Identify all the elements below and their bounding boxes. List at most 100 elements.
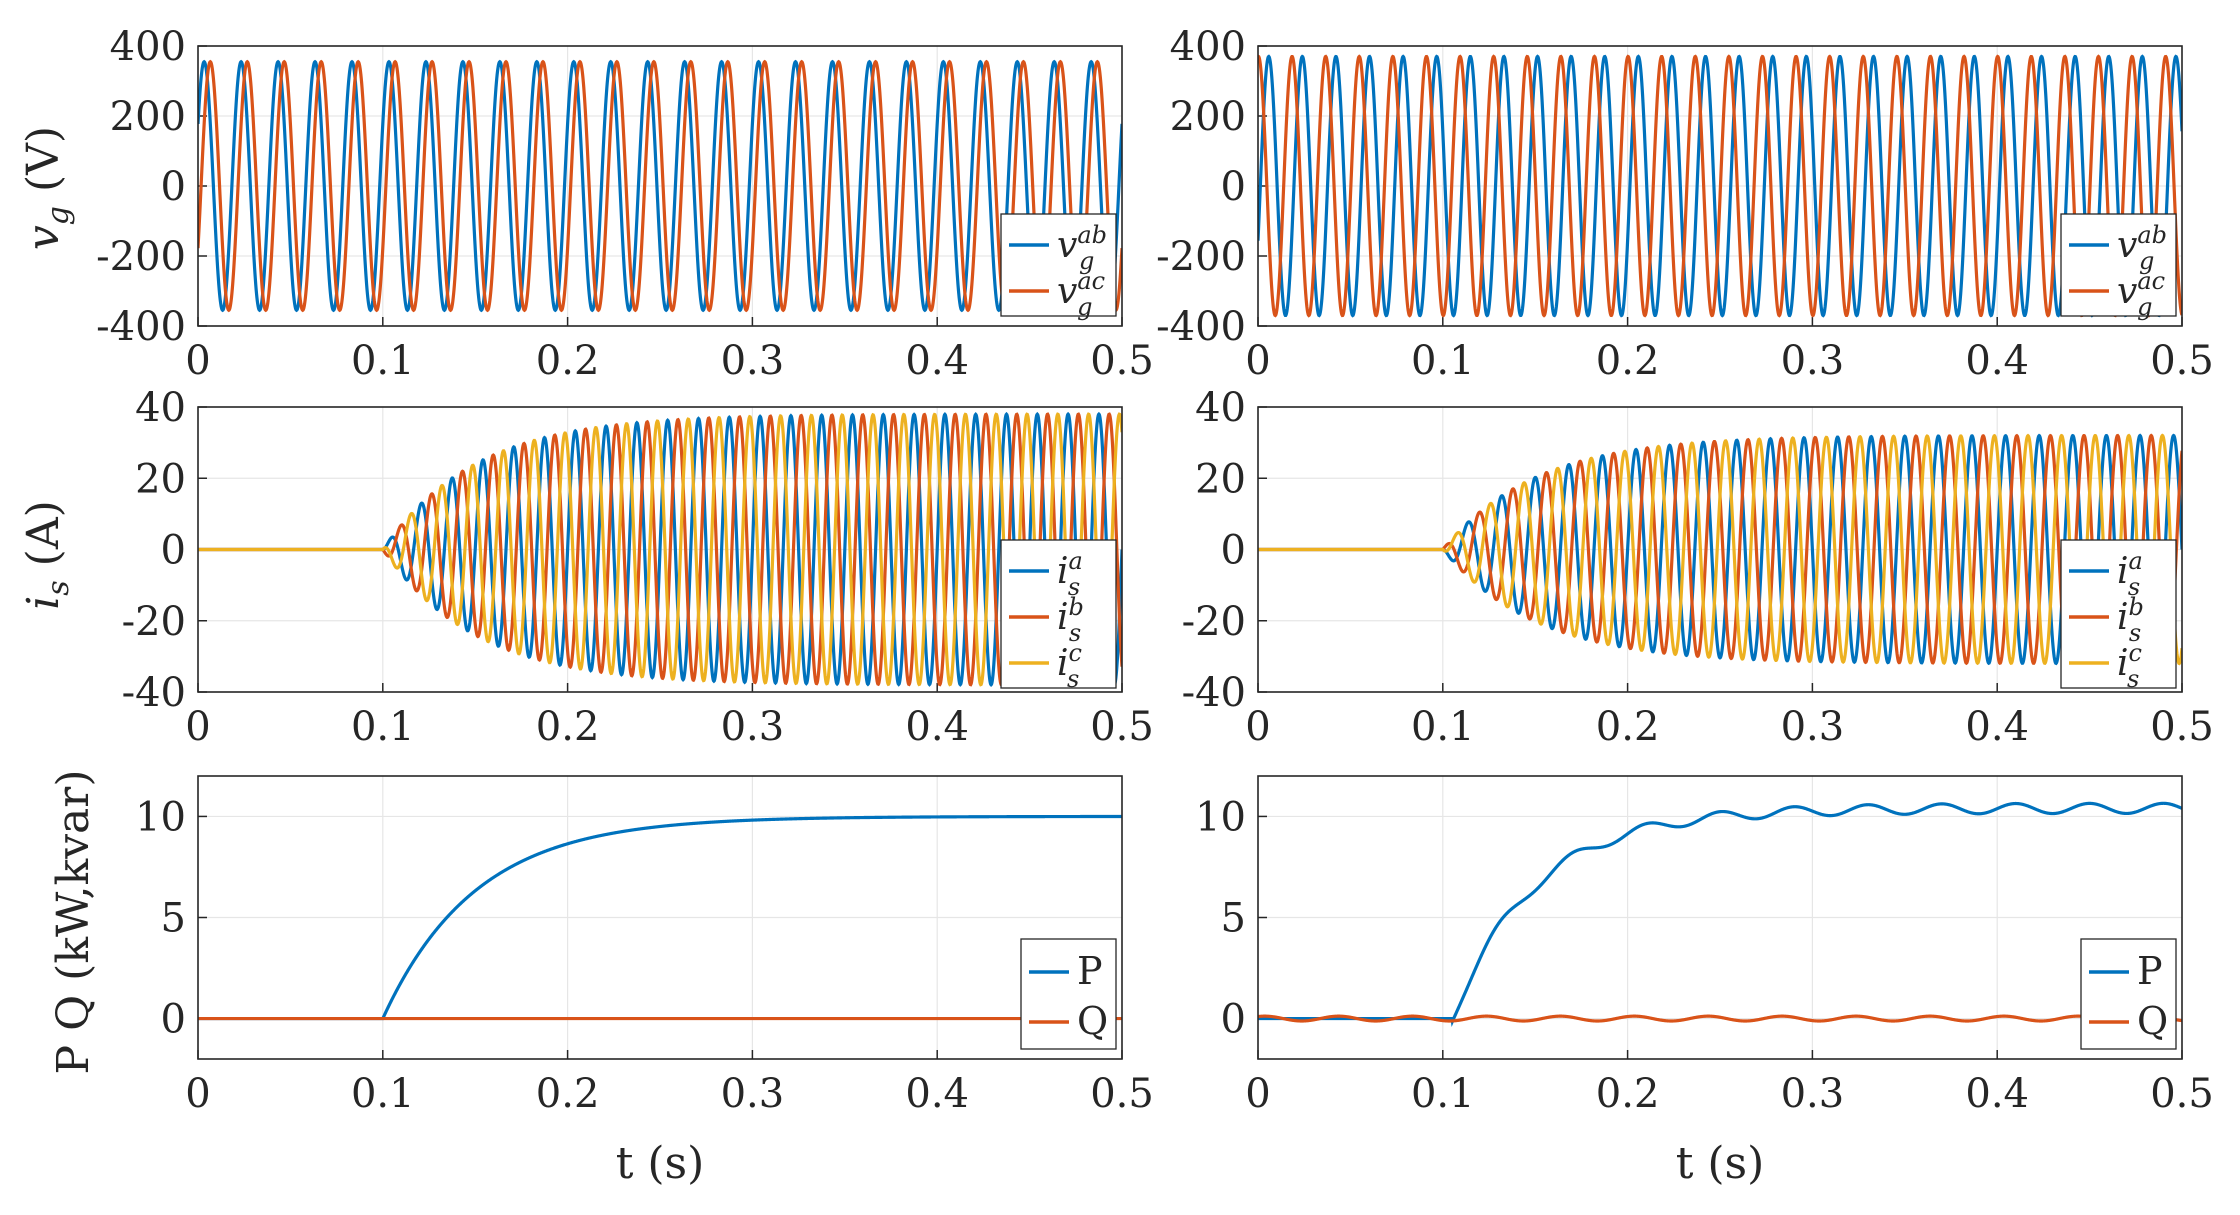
axes-frame [1257,775,2183,1060]
legend-box [2060,213,2177,317]
x-tick-label: 0.4 [905,1071,969,1117]
legend: PQ [2080,938,2177,1050]
y-tick-label: 40 [135,385,186,431]
x-tick-label: 0.2 [536,704,600,750]
legend-label: vab g [2117,221,2167,275]
series-line-P [1258,801,2182,1027]
axes-frame [1257,45,2183,327]
y-tick-label: 200 [110,94,186,140]
series-line-v-g-ab [1258,54,2182,318]
legend: PQ [1020,938,1117,1050]
y-tick-label: 0 [1221,528,1246,574]
x-tick-label: 0 [1245,704,1270,750]
y-tick-label: 0 [161,164,186,210]
x-tick-label: 0.4 [1965,1071,2029,1117]
legend-box [2080,938,2177,1050]
y-tick-label: 0 [1221,164,1246,210]
x-tick-label: 0.1 [351,704,415,750]
x-tick-label: 0.3 [1781,704,1845,750]
x-tick-label: 0 [185,704,210,750]
x-tick-label: 0.3 [721,704,785,750]
x-tick-label: 0.4 [1965,704,2029,750]
legend-label: ib s [2117,593,2144,647]
axes-frame [197,406,1123,693]
legend-label: Q [1077,999,1108,1043]
x-tick-label: 0.3 [721,1071,785,1117]
x-tick-label: 0.2 [1596,338,1660,384]
x-tick-label: 0 [185,338,210,384]
legend-box [1020,938,1117,1050]
series-line-i-s-c [1258,433,2182,666]
ylabel-is: is(A) [18,500,76,610]
y-tick-label: 400 [1170,24,1246,70]
x-tick-label: 0.1 [351,1071,415,1117]
y-tick-label: -200 [1156,234,1246,280]
x-tick-label: 0.4 [1965,338,2029,384]
series-line-i-s-c [198,412,1122,687]
x-tick-label: 0.2 [1596,704,1660,750]
y-tick-label: 0 [1221,997,1246,1043]
x-tick-label: 0.5 [2150,1071,2214,1117]
chart-pq-right: 0 0.1 0.2 0.3 0.4 0.5 0 5 10 PQ [1195,775,2214,1117]
chart-is-left: 0 0.1 0.2 0.3 0.4 0.5 -40 -20 0 20 40 ia sib sic s [122,385,1154,750]
y-tick-label: 400 [110,24,186,70]
legend: ia sib sic s [2060,539,2177,693]
x-tick-label: 0.1 [351,338,415,384]
y-tick-label: 10 [1195,794,1246,840]
legend-label: ib s [1057,593,1084,647]
y-tick-label: -40 [1182,670,1246,716]
x-tick-label: 0.1 [1411,1071,1475,1117]
legend-label: ic s [1057,639,1082,693]
legend-label: vab g [1057,221,1107,275]
y-tick-label: 20 [1195,456,1246,502]
x-tick-label: 0.3 [1781,338,1845,384]
series-line-Q [1258,1014,2182,1023]
x-tick-label: 0.5 [1090,1071,1154,1117]
chart-is-right: 0 0.1 0.2 0.3 0.4 0.5 -40 -20 0 20 40 ia sib sic s [1182,385,2214,750]
legend-label: P [2137,949,2163,993]
y-tick-label: -400 [1156,304,1246,350]
y-tick-label: 0 [161,528,186,574]
legend: ia sib sic s [1000,539,1117,693]
y-tick-label: 0 [161,997,186,1043]
x-tick-label: 0.5 [1090,704,1154,750]
x-tick-label: 0.1 [1411,338,1475,384]
y-tick-label: -200 [96,234,186,280]
y-tick-label: 5 [161,896,186,942]
xlabel-left: t (s) [616,1138,705,1189]
legend-label: ia s [2117,547,2143,601]
y-tick-label: 20 [135,456,186,502]
x-tick-label: 0.2 [536,338,600,384]
y-tick-label: 40 [1195,385,1246,431]
x-tick-label: 0.4 [905,338,969,384]
ylabel-vg: vg(V) [18,126,76,250]
axes-frame [197,45,1123,327]
x-tick-label: 0.3 [721,338,785,384]
y-tick-label: -20 [122,599,186,645]
y-tick-label: 10 [135,794,186,840]
x-tick-label: 0.4 [905,704,969,750]
x-tick-label: 0.3 [1781,1071,1845,1117]
chart-pq-left: 0 0.1 0.2 0.3 0.4 0.5 0 5 10 PQ [135,775,1154,1117]
x-tick-label: 0 [1245,338,1270,384]
y-tick-label: -40 [122,670,186,716]
x-tick-label: 0.5 [2150,338,2214,384]
axes-frame [197,775,1123,1060]
legend-label: P [1077,949,1103,993]
x-tick-label: 0 [1245,1071,1270,1117]
legend-box [1000,213,1117,317]
ylabel-pq: P Q (kW,kvar) [48,770,99,1075]
x-tick-label: 0.5 [1090,338,1154,384]
y-tick-label: -400 [96,304,186,350]
series-line-v-g-ac [198,59,1122,313]
axes-frame [1257,406,2183,693]
series-line-v-g-ac [1258,54,2182,318]
legend-label: ic s [2117,639,2142,693]
legend-label: Q [2137,999,2168,1043]
x-tick-label: 0.5 [2150,704,2214,750]
